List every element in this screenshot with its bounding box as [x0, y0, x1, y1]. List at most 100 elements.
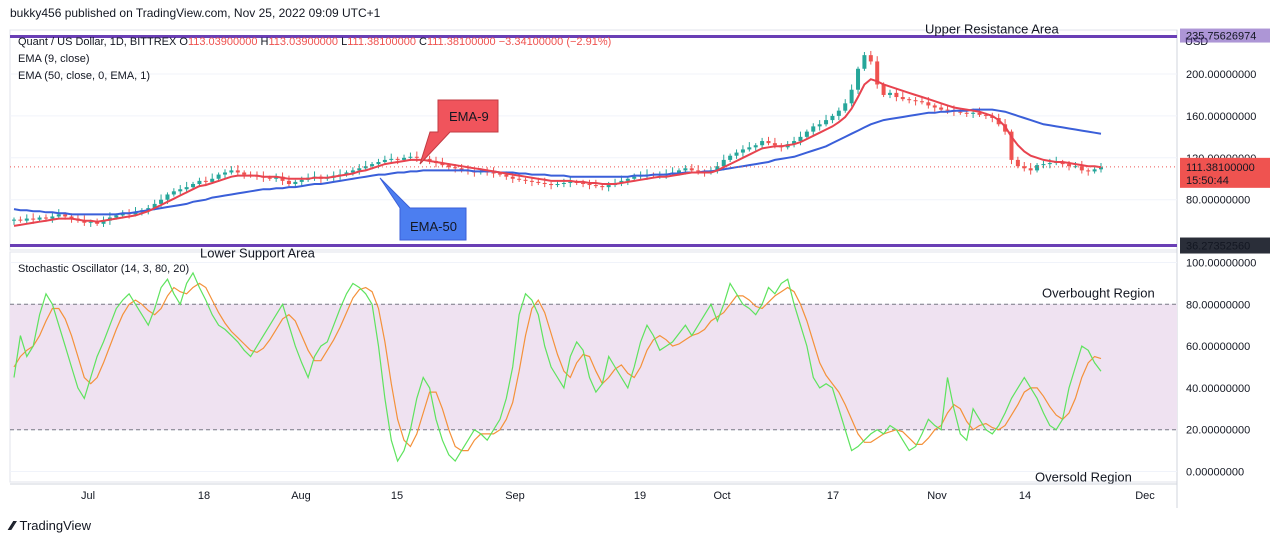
- candle-body: [696, 170, 701, 172]
- candle-body: [632, 176, 637, 179]
- candle-body: [497, 173, 502, 175]
- price-chart-svg[interactable]: Upper Resistance Area Lower Support Area O…: [0, 0, 1280, 512]
- candle-body: [926, 102, 931, 106]
- osc-tick-label: 100.00000000: [1186, 257, 1256, 269]
- ema50-line: [13, 108, 1102, 216]
- candle-body: [286, 180, 291, 184]
- candle-body: [408, 156, 413, 158]
- candle-body: [1079, 166, 1084, 171]
- osc-tick-label: 60.00000000: [1186, 341, 1250, 353]
- price-tick-label: 200.00000000: [1186, 69, 1256, 81]
- candle-body: [446, 165, 451, 168]
- price-tick-label: 80.00000000: [1186, 195, 1250, 207]
- publisher-line: bukky456 published on TradingView.com, N…: [10, 6, 381, 20]
- tradingview-brand: ⁄⁄⁄ TradingView: [10, 518, 91, 533]
- candle-body: [843, 103, 848, 111]
- candle-body: [382, 159, 387, 162]
- last-price-tag: [1180, 157, 1270, 188]
- candle-body: [728, 155, 733, 160]
- candle-body: [606, 185, 611, 188]
- candle-body: [689, 168, 694, 171]
- candle-body: [983, 114, 988, 116]
- candle-body: [932, 105, 937, 108]
- candle-body: [43, 217, 48, 219]
- candle-body: [1015, 159, 1020, 167]
- candle-body: [587, 184, 592, 186]
- candle-body: [171, 191, 176, 195]
- candle-body: [721, 159, 726, 167]
- candle-body: [82, 220, 87, 223]
- candle-body: [101, 220, 106, 224]
- candle-body: [491, 172, 496, 174]
- candle-body: [223, 172, 228, 175]
- candle-body: [907, 99, 912, 101]
- candle-body: [849, 89, 854, 104]
- candle-body: [376, 162, 381, 165]
- candle-body: [919, 101, 924, 103]
- candle-body: [1041, 164, 1046, 166]
- ema50-legend: EMA (50, close, 0, EMA, 1): [18, 70, 150, 82]
- candle-body: [402, 157, 407, 160]
- ema50-callout-box: [379, 177, 467, 241]
- candle-body: [1086, 170, 1091, 172]
- candle-body: [581, 182, 586, 184]
- candle-body: [363, 166, 368, 169]
- candle-body: [964, 112, 969, 114]
- candle-body: [811, 126, 816, 132]
- candle-body: [18, 219, 23, 221]
- osc-tick-label: 40.00000000: [1186, 383, 1250, 395]
- price-legend: Quant / US Dollar, 1D, BITTREX O113.0390…: [18, 36, 611, 48]
- candle-body: [88, 221, 93, 223]
- candle-body: [958, 111, 963, 113]
- candle-body: [900, 97, 905, 100]
- support-tag: [1180, 237, 1270, 254]
- candle-body: [977, 112, 982, 115]
- candle-body: [165, 194, 170, 200]
- resistance-tag-label: 235.75626974: [1186, 31, 1256, 43]
- candle-body: [24, 218, 29, 221]
- time-tick-label: Jul: [81, 490, 95, 502]
- candle-body: [549, 184, 554, 186]
- candle-body: [120, 213, 125, 216]
- candle-body: [836, 110, 841, 116]
- candle-body: [152, 203, 157, 209]
- candle-body: [1047, 163, 1052, 165]
- candle-body: [395, 158, 400, 160]
- candle-body: [216, 174, 221, 179]
- candle-body: [370, 164, 375, 167]
- candle-body: [69, 216, 74, 219]
- candle-body: [459, 168, 464, 171]
- ema9-callout-box: [419, 99, 499, 165]
- ema50-callout-label: EMA-50: [410, 219, 457, 234]
- candle-body: [37, 217, 42, 220]
- countdown-label: 15:50:44: [1186, 175, 1229, 187]
- candle-body: [568, 181, 573, 183]
- candle-body: [804, 131, 809, 137]
- candle-body: [1060, 162, 1065, 165]
- candle-body: [517, 178, 522, 180]
- candle-body: [766, 141, 771, 144]
- candle-body: [971, 112, 976, 114]
- upper-resistance-label: Upper Resistance Area: [925, 22, 1059, 37]
- candle-body: [1022, 166, 1027, 169]
- time-tick-label: Sep: [505, 490, 525, 502]
- candle-body: [95, 221, 100, 224]
- candle-body: [772, 143, 777, 146]
- lower-support-label: Lower Support Area: [200, 246, 316, 261]
- ema9-callout-label: EMA-9: [449, 109, 489, 124]
- candle-body: [868, 55, 873, 62]
- candle-body: [510, 176, 515, 179]
- price-tick-label: 160.00000000: [1186, 111, 1256, 123]
- candle-body: [63, 214, 68, 217]
- candle-body: [747, 147, 752, 150]
- price-pane-frame: [9, 29, 1178, 251]
- candle-body: [1092, 169, 1097, 172]
- candle-body: [593, 185, 598, 187]
- candle-body: [619, 180, 624, 183]
- time-tick-label: 19: [634, 490, 646, 502]
- candle-body: [12, 219, 16, 221]
- time-tick-label: Nov: [927, 490, 947, 502]
- candle-body: [133, 212, 138, 215]
- candle-body: [1067, 164, 1072, 167]
- osc-tick-label: 80.00000000: [1186, 299, 1250, 311]
